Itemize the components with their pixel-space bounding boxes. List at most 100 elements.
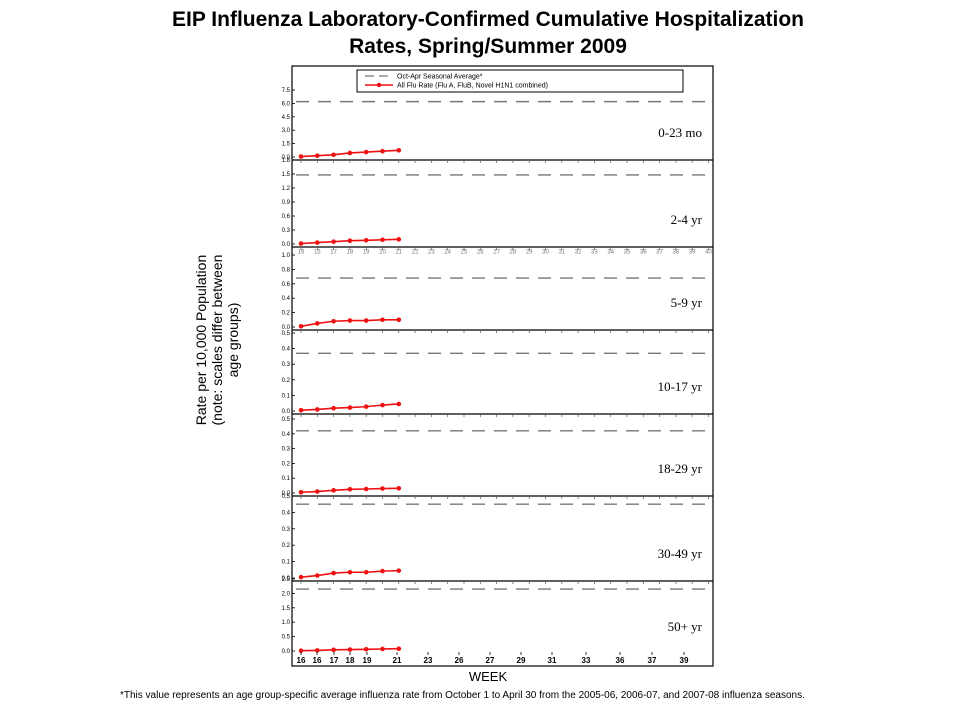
data-point: [298, 154, 304, 159]
y-tick-label: 1.8: [282, 158, 291, 164]
y-tick-label: 0.3: [282, 362, 291, 368]
y-tick-label: 0.3: [282, 527, 291, 533]
data-point: [347, 405, 353, 410]
x-tick-label: 16: [297, 656, 306, 665]
separator-week-row: [300, 414, 709, 417]
chart-title-line-1: EIP Influenza Laboratory-Confirmed Cumul…: [171, 8, 805, 31]
data-point: [331, 405, 336, 411]
separator-week-label: 24: [444, 250, 451, 256]
data-point: [363, 237, 369, 243]
separator-week-label: 21: [395, 250, 402, 256]
y-tick-label: 2.0: [282, 591, 291, 597]
x-tick-label: 21: [393, 656, 402, 665]
data-point: [396, 148, 402, 153]
x-tick-label: 26: [455, 656, 464, 665]
y-tick-label: 0.2: [282, 378, 291, 384]
y-tick-label: 0.0: [282, 325, 291, 331]
y-tick-label: 3.0: [282, 128, 291, 134]
panel-label: 5-9 yr: [671, 295, 703, 310]
data-point: [380, 568, 385, 574]
data-point: [315, 648, 320, 653]
y-tick-label: 1.0: [282, 620, 291, 626]
y-tick-label: 0.0: [282, 649, 291, 655]
separator-week-label: 39: [689, 250, 696, 256]
y-tick-label: 1.5: [282, 606, 291, 612]
x-tick-label: 33: [582, 656, 591, 665]
panel-label: 10-17 yr: [658, 379, 703, 394]
separator-week-label: 31: [558, 250, 565, 256]
y-tick-label: 0.4: [282, 296, 291, 302]
x-tick-label: 17: [330, 656, 339, 665]
data-point: [380, 237, 385, 243]
x-tick-label: 39: [680, 656, 689, 665]
panel-label: 2-4 yr: [671, 212, 703, 227]
separator-week-row: [300, 496, 709, 499]
x-axis-title: WEEK: [468, 669, 508, 684]
y-tick-label: 0.9: [282, 200, 291, 206]
y-tick-label: 0.2: [282, 461, 291, 467]
data-point: [380, 317, 385, 323]
panel-0: 0.0 1.5 3.0 4.5 6.0 7.5 0-23 mo: [282, 88, 713, 163]
data-point: [363, 569, 369, 575]
y-tick-label: 0.0: [282, 409, 291, 415]
data-point: [315, 573, 320, 578]
y-tick-label: 0.1: [282, 393, 291, 399]
data-point: [396, 401, 402, 407]
data-point: [380, 148, 385, 154]
data-point: [380, 402, 385, 408]
y-tick-label: 0.6: [282, 214, 291, 220]
data-point: [396, 317, 402, 323]
separator-week-label: 34: [607, 250, 614, 256]
y-tick-label: 6.0: [282, 101, 291, 107]
y-tick-label: 0.5: [282, 417, 291, 423]
footnote: *This value represents an age group-spec…: [120, 690, 805, 701]
separator-week-label: 27: [493, 250, 500, 256]
y-tick-label: 0.4: [282, 510, 291, 516]
y-tick-label: 0.0: [282, 491, 291, 497]
separator-week-label: 40: [705, 250, 712, 256]
y-tick-label: 0.0: [282, 155, 291, 161]
y-tick-label: 2.5: [282, 577, 291, 583]
y-tick-label: 1.2: [282, 186, 291, 192]
data-point: [298, 489, 304, 495]
legend: Oct-Apr Seasonal Average* All Flu Rate (F…: [356, 69, 684, 93]
data-point: [315, 321, 320, 326]
separator-week-label: 37: [656, 250, 663, 256]
separator-week-label: 32: [575, 250, 582, 256]
data-point: [298, 574, 304, 580]
separator-week-label: 18: [347, 250, 354, 256]
x-tick-label: 31: [548, 656, 557, 665]
legend-swatch-marker: [376, 82, 382, 88]
plot-frame: [291, 65, 714, 667]
panel-1: 16 15 17 18 19 20 21 22 23 24 25 26 27 28 29 30 31 32 33 34…: [282, 158, 713, 256]
separator-week-row: 16 15 17 18 19 20 21 22 23 24 25 26 27 28 29 30 31 32 33 34…: [298, 247, 712, 256]
y-tick-label: 0.3: [282, 447, 291, 453]
separator-week-label: 30: [542, 250, 549, 256]
x-tick-label: 37: [648, 656, 657, 665]
separator-week-label: 29: [526, 250, 533, 256]
legend-box: [356, 69, 684, 93]
y-tick-label: 0.0: [282, 576, 291, 582]
separator-week-label: 22: [412, 250, 419, 256]
data-point: [380, 646, 385, 652]
separator-week-label: 20: [379, 250, 386, 256]
data-point: [331, 488, 336, 493]
data-point: [298, 648, 304, 654]
data-point: [298, 323, 304, 329]
y-tick-label: 0.8: [282, 267, 291, 273]
data-point: [331, 570, 336, 576]
data-point: [380, 486, 385, 491]
separator-week-row: [300, 330, 709, 333]
separator-week-label: 19: [363, 250, 370, 256]
y-tick-label: 0.4: [282, 347, 291, 353]
y-tick-label: 0.1: [282, 560, 291, 566]
y-tick-label: 4.5: [282, 115, 291, 121]
data-point: [347, 647, 353, 652]
data-point: [331, 318, 336, 324]
panel-label: 50+ yr: [668, 619, 703, 634]
chart-title: EIP Influenza Laboratory-Confirmed Cumul…: [0, 6, 960, 60]
data-point: [315, 489, 320, 494]
y-tick-label: 0.1: [282, 476, 291, 482]
data-point: [347, 318, 353, 323]
